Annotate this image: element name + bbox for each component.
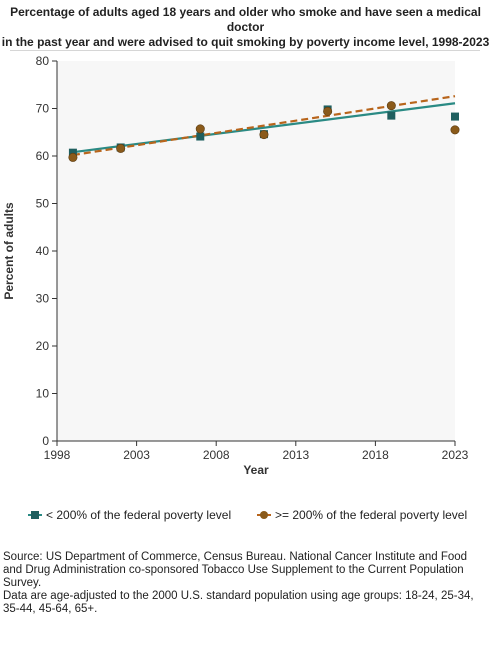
y-tick-label: 20 bbox=[36, 339, 50, 353]
y-tick-label: 30 bbox=[36, 292, 50, 306]
point-above-200 bbox=[195, 124, 205, 134]
x-axis: 1998 2003 2008 2013 2018 2023 bbox=[44, 441, 469, 462]
y-axis: 0 10 20 30 40 50 60 70 80 bbox=[36, 54, 57, 448]
point-below-200 bbox=[68, 148, 77, 157]
x-tick-label: 2013 bbox=[282, 448, 309, 462]
point-above-200 bbox=[68, 152, 78, 162]
y-tick-label: 60 bbox=[36, 149, 50, 163]
legend-line-below-200 bbox=[28, 511, 42, 519]
chart-title: Percentage of adults aged 18 years and o… bbox=[0, 5, 491, 50]
x-tick-label: 1998 bbox=[44, 448, 71, 462]
title-divider bbox=[10, 50, 480, 51]
chart-title-line-3: in the past year and were advised to qui… bbox=[1, 35, 490, 49]
point-above-200 bbox=[323, 106, 333, 116]
legend-label-below-200: < 200% of the federal poverty level bbox=[46, 508, 232, 522]
y-tick-label: 40 bbox=[36, 244, 50, 258]
data-points bbox=[68, 101, 460, 162]
legend-item-above-200: >= 200% of the federal poverty level bbox=[257, 508, 467, 522]
point-above-200 bbox=[386, 101, 396, 111]
y-tick-label: 80 bbox=[36, 54, 50, 68]
point-below-200 bbox=[451, 112, 459, 121]
legend-item-below-200: < 200% of the federal poverty level bbox=[28, 508, 231, 522]
y-axis-title: Percent of adults bbox=[2, 202, 16, 300]
x-tick-label: 2003 bbox=[123, 448, 150, 462]
legend-line-above-200 bbox=[257, 511, 271, 519]
scatter-chart: 0 10 20 30 40 50 60 70 80 1998 2003 2008 2013 2018 20… bbox=[2, 54, 469, 477]
trend-line-below-200 bbox=[72, 102, 456, 154]
point-above-200 bbox=[116, 143, 126, 153]
y-tick-label: 10 bbox=[36, 387, 50, 401]
chart-title-line-1: Percentage of adults aged 18 years and o… bbox=[10, 5, 481, 19]
footnotes: Source: US Department of Commerce, Censu… bbox=[3, 551, 489, 616]
square-marker-icon bbox=[31, 511, 39, 519]
source-note: Source: US Department of Commerce, Censu… bbox=[3, 551, 468, 589]
x-tick-label: 2018 bbox=[362, 448, 389, 462]
x-tick-label: 2023 bbox=[442, 448, 469, 462]
x-tick-label: 2008 bbox=[203, 448, 230, 462]
y-tick-label: 70 bbox=[36, 102, 50, 116]
chart-title-line-2: doctor bbox=[226, 20, 265, 34]
point-above-200 bbox=[259, 130, 269, 140]
x-axis-title: Year bbox=[243, 463, 269, 477]
age-adjustment-note: Data are age-adjusted to the 2000 U.S. s… bbox=[3, 590, 474, 615]
point-below-200 bbox=[387, 111, 396, 120]
plot-area bbox=[57, 61, 455, 441]
y-tick-label: 50 bbox=[36, 197, 50, 211]
point-above-200 bbox=[450, 125, 460, 135]
point-below-200 bbox=[196, 132, 205, 141]
legend-label-above-200: >= 200% of the federal poverty level bbox=[275, 508, 468, 522]
y-tick-label: 0 bbox=[42, 434, 49, 448]
circle-marker-icon bbox=[260, 511, 268, 519]
